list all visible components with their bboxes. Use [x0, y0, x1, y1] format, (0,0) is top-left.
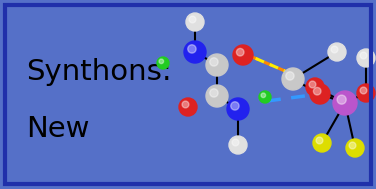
Text: Synthons:: Synthons:	[26, 58, 172, 86]
Circle shape	[189, 16, 196, 23]
Circle shape	[357, 84, 375, 102]
Circle shape	[314, 87, 321, 95]
Circle shape	[313, 134, 331, 152]
Circle shape	[210, 89, 218, 97]
Circle shape	[282, 68, 304, 90]
Circle shape	[309, 81, 316, 88]
Circle shape	[328, 43, 346, 61]
Circle shape	[232, 139, 239, 146]
Circle shape	[184, 41, 206, 63]
Circle shape	[259, 91, 271, 103]
Circle shape	[306, 78, 324, 96]
Circle shape	[349, 142, 356, 149]
Circle shape	[261, 93, 265, 98]
Circle shape	[346, 139, 364, 157]
Circle shape	[206, 85, 228, 107]
Circle shape	[310, 84, 330, 104]
Circle shape	[206, 54, 228, 76]
Circle shape	[237, 48, 244, 56]
Circle shape	[179, 98, 197, 116]
Circle shape	[286, 72, 294, 80]
Circle shape	[337, 95, 346, 104]
Circle shape	[360, 87, 367, 94]
Circle shape	[360, 52, 367, 59]
Circle shape	[159, 59, 164, 64]
Circle shape	[227, 98, 249, 120]
Circle shape	[331, 46, 338, 53]
Circle shape	[182, 101, 189, 108]
Circle shape	[233, 45, 253, 65]
Circle shape	[186, 13, 204, 31]
Circle shape	[231, 102, 239, 110]
Circle shape	[157, 57, 169, 69]
Circle shape	[188, 45, 196, 53]
Circle shape	[316, 137, 323, 144]
Circle shape	[210, 58, 218, 66]
Circle shape	[357, 49, 375, 67]
Circle shape	[333, 91, 357, 115]
Text: New: New	[26, 115, 90, 143]
Circle shape	[229, 136, 247, 154]
